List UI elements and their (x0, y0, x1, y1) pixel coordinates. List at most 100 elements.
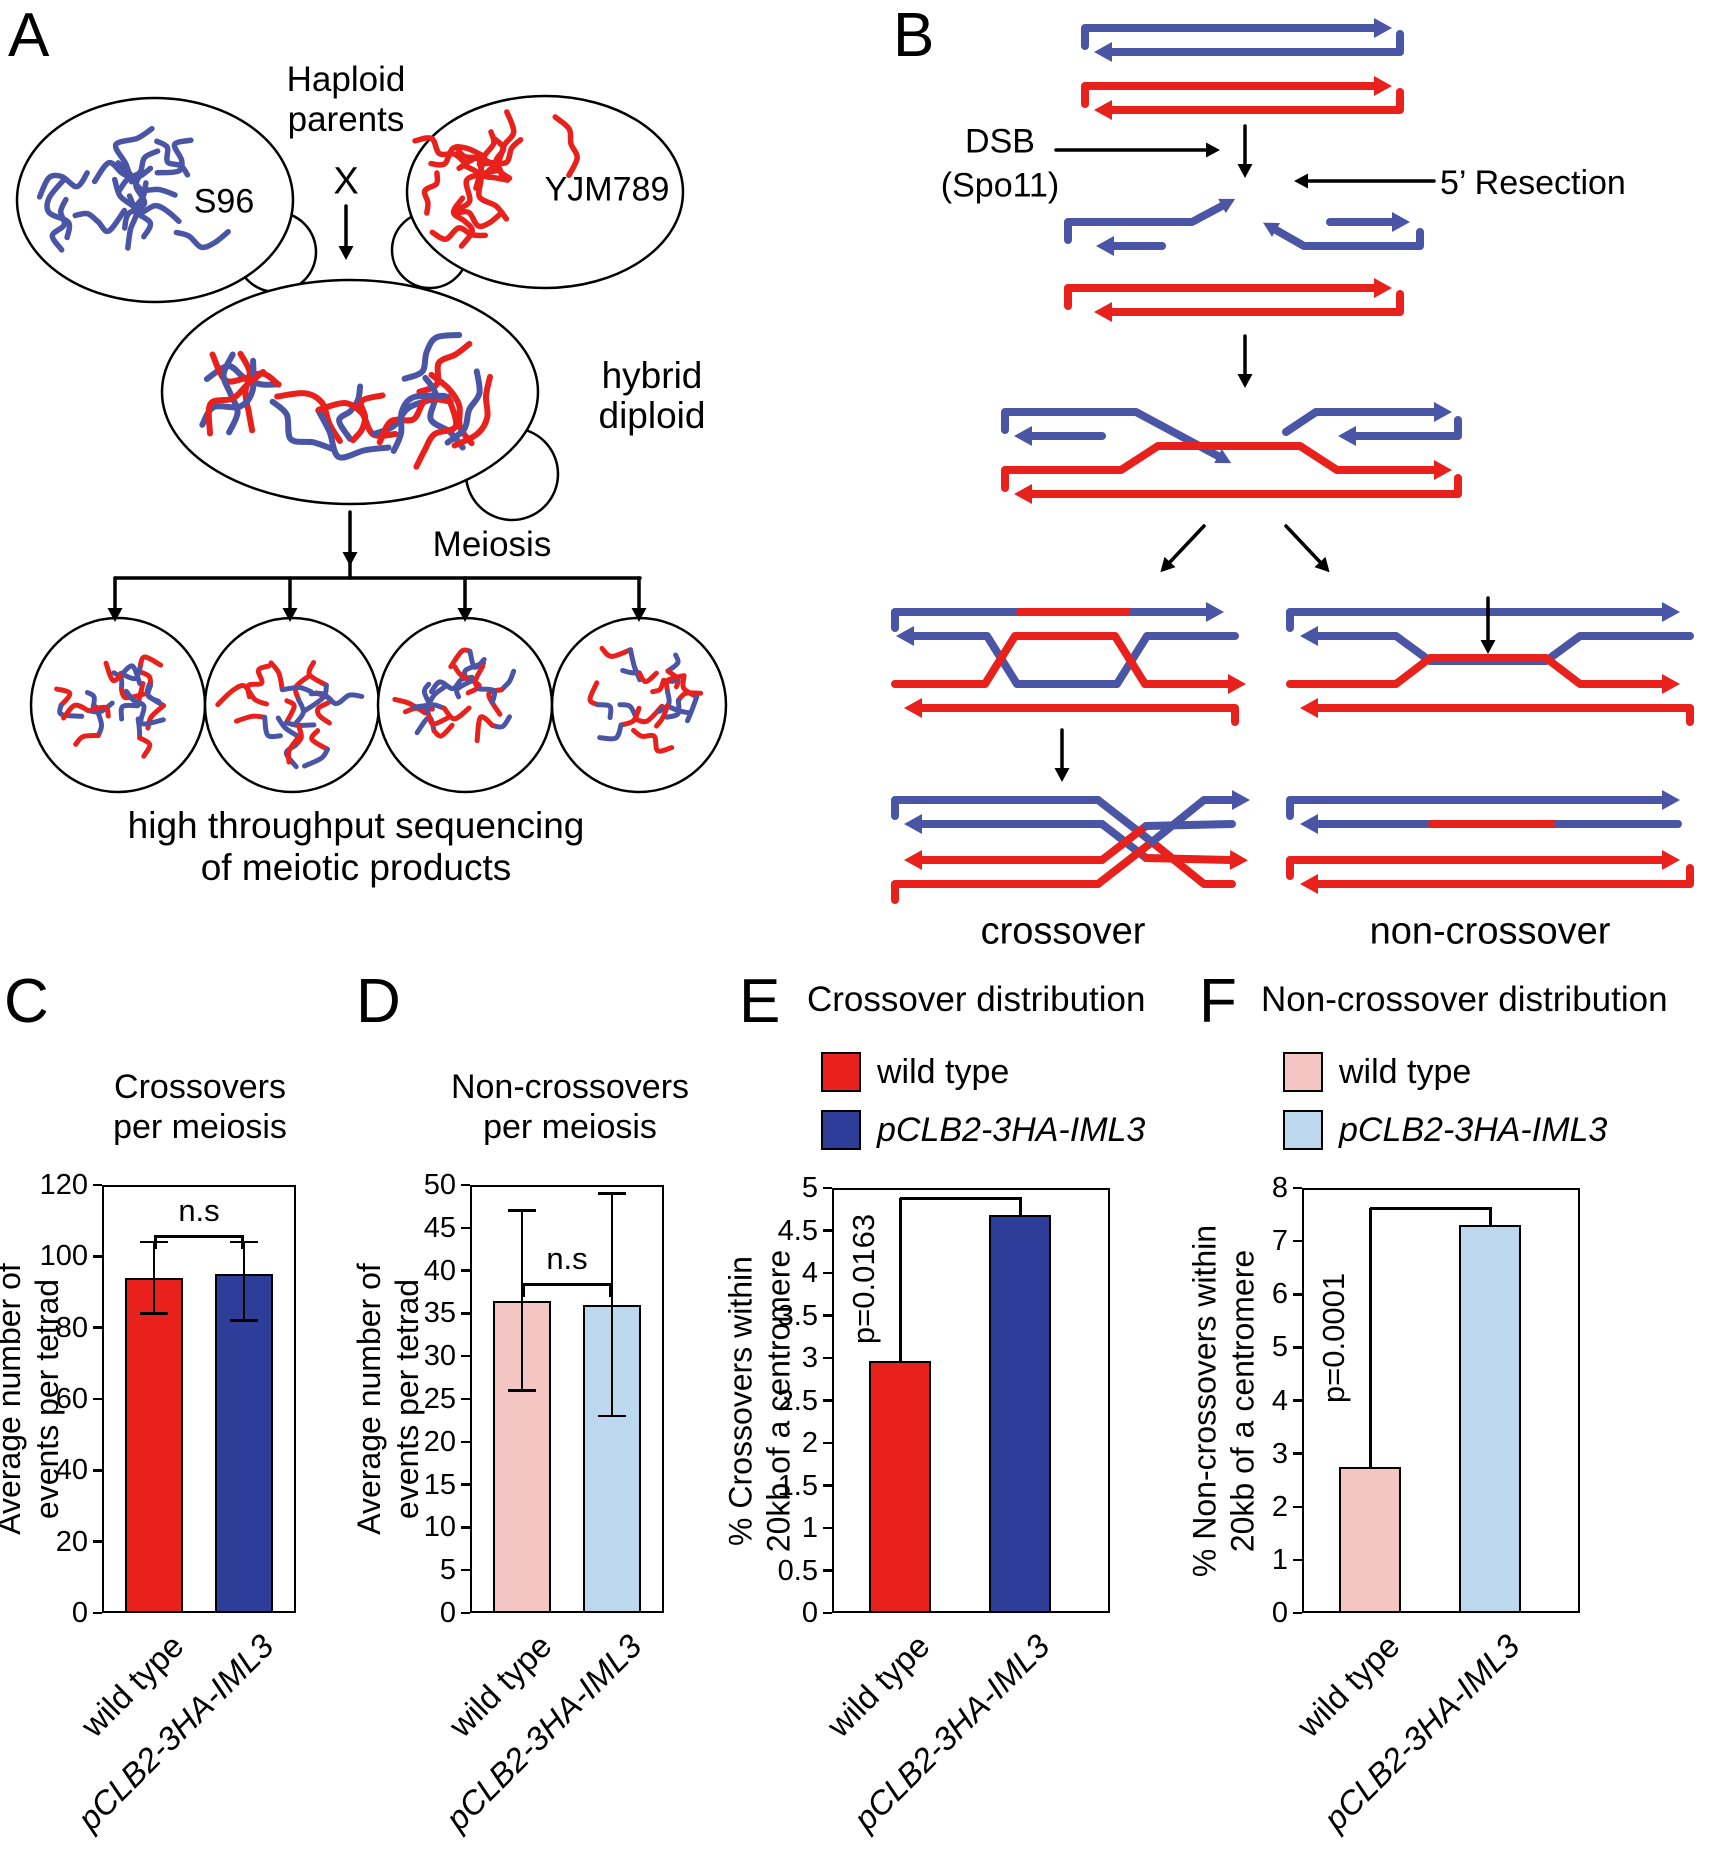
plot-area (470, 1185, 664, 1613)
chromosome (429, 225, 489, 242)
chromosome (49, 196, 69, 253)
arrowhead (1237, 374, 1253, 388)
chromosome (262, 714, 283, 740)
error-bar (610, 1193, 614, 1417)
y-tick (461, 1483, 470, 1486)
chromosome (237, 350, 256, 434)
bar (869, 1360, 931, 1613)
chromosome (499, 668, 517, 693)
bar (1459, 1225, 1521, 1613)
legend-swatch (1283, 1052, 1323, 1092)
bar (125, 1277, 183, 1613)
chromosome (650, 677, 667, 695)
dsb-label-line2: (Spo11) (940, 166, 1060, 205)
chromosome (209, 351, 282, 388)
y-tick (1293, 1399, 1302, 1402)
strand (1286, 856, 1666, 880)
arrowhead (1096, 236, 1114, 256)
y-tick-label: 5 (439, 1554, 456, 1587)
panel-a-cells (15, 94, 728, 794)
sequencing-caption-line1: high throughput sequencing (127, 805, 585, 846)
arrowhead (1206, 142, 1220, 158)
chart-title: per meiosis (113, 1108, 287, 1146)
chromosome (599, 645, 633, 659)
chromosome (595, 702, 614, 721)
arrowhead (107, 608, 123, 622)
arrowhead (1434, 460, 1452, 480)
strand (1286, 654, 1666, 688)
y-tick (823, 1441, 832, 1445)
y-tick (461, 1312, 470, 1315)
strand (891, 608, 1024, 632)
arrowhead (904, 850, 922, 870)
y-tick (1293, 1293, 1302, 1296)
legend-label: wild type (877, 1053, 1010, 1091)
arrowhead (1300, 814, 1318, 834)
y-tick (823, 1569, 832, 1572)
y-tick-label: 120 (39, 1169, 88, 1201)
sig-bracket (154, 1234, 244, 1238)
strand (1272, 226, 1424, 250)
error-cap (230, 1319, 258, 1322)
chromosome (205, 369, 267, 437)
y-tick-label: 80 (55, 1311, 88, 1344)
y-tick (461, 1226, 470, 1230)
dna-strands (891, 18, 1694, 904)
y-tick (461, 1183, 470, 1187)
y-tick (1293, 1611, 1302, 1615)
category-label: wild type (819, 1627, 937, 1744)
error-bar (242, 1242, 246, 1321)
arrowhead (1300, 698, 1318, 718)
y-tick-label: 15 (423, 1468, 456, 1501)
arrowhead (338, 246, 354, 260)
chromosome (302, 746, 330, 769)
y-tick-label: 2.5 (777, 1384, 818, 1417)
strand (1098, 822, 1150, 864)
arrowhead (282, 608, 298, 622)
chromosome (306, 660, 329, 688)
sig-bracket-end (241, 1234, 244, 1249)
chromosome (103, 660, 126, 684)
y-tick-label: 5 (801, 1172, 818, 1204)
strand (1081, 24, 1378, 50)
arrowhead (1094, 100, 1112, 120)
chromosome (663, 673, 687, 695)
chromosome (269, 398, 336, 453)
chromosome (85, 700, 115, 715)
error-cap (598, 1192, 626, 1195)
chromosome (268, 660, 285, 693)
chromosome (245, 663, 272, 700)
arrowhead (1094, 42, 1112, 62)
chromosome (492, 136, 513, 181)
chromosome (412, 135, 468, 167)
strand (1108, 30, 1404, 56)
cross-symbol: X (333, 160, 359, 203)
arrowhead (1214, 449, 1232, 464)
sequencing-caption-line2: of meiotic products (200, 847, 512, 888)
chromosome (336, 383, 364, 442)
strand (1142, 820, 1236, 830)
chromosome (631, 727, 675, 754)
sig-label: p=0.0163 (846, 1214, 881, 1345)
resection-label: 5’ Resection (1440, 164, 1626, 202)
y-tick (823, 1484, 832, 1487)
strand (918, 704, 1239, 726)
chromosome (279, 684, 314, 695)
chromosome (664, 697, 682, 720)
arrowhead (1314, 556, 1330, 573)
spore-circle (550, 616, 728, 794)
sig-bracket-end (609, 1283, 612, 1298)
plot-area (102, 1185, 296, 1613)
y-tick (93, 1540, 102, 1543)
yjm789-label: YJM789 (544, 170, 670, 209)
panel-e-crossover-distribution-chart: E Crossover distribution wild type pCLB2-3H… (722, 960, 1200, 1875)
y-tick-label: 2 (801, 1427, 818, 1459)
panel-c-crossovers-chart: C Crossovers per meiosis Average number of e… (0, 960, 370, 1875)
strand (1094, 796, 1156, 846)
y-axis-label-line: Average number of (0, 1263, 27, 1535)
chromosome (220, 351, 241, 436)
spore-circle (376, 616, 554, 794)
y-tick (823, 1229, 832, 1232)
chromosome-squiggles (36, 109, 704, 770)
strand (1081, 82, 1378, 108)
